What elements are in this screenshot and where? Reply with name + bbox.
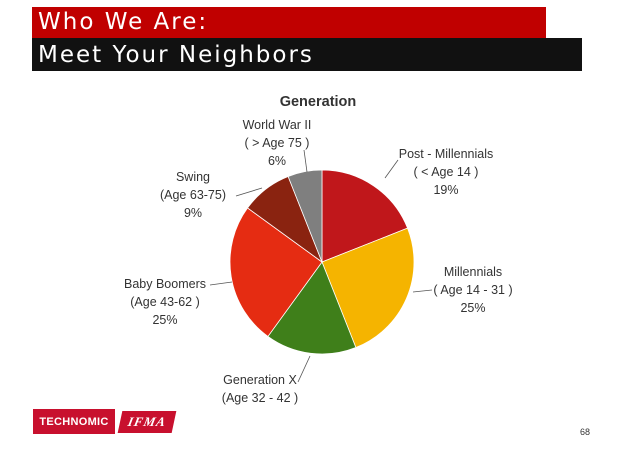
slice-label-percent: 9% xyxy=(184,206,202,220)
slice-label-percent: 25% xyxy=(460,301,485,315)
slice-label-name: Post - Millennials xyxy=(399,147,493,161)
page-number: 68 xyxy=(580,427,591,437)
leader-line xyxy=(303,149,308,173)
slice-label-range: ( > Age 75 ) xyxy=(245,136,310,150)
leader-line xyxy=(384,159,399,179)
slice-label-name: Generation X xyxy=(223,373,297,387)
title-bar-black xyxy=(32,38,582,71)
technomic-logo: TECHNOMIC xyxy=(33,409,115,434)
leader-line xyxy=(297,355,311,383)
chart-title: Generation xyxy=(280,94,357,110)
slice-label-name: Swing xyxy=(176,170,210,184)
generation-pie-chart: Generation Post - Millennials ( < Age 14 … xyxy=(124,94,513,410)
slice-label-percent: 19% xyxy=(433,183,458,197)
leader-line xyxy=(412,289,433,293)
leader-lines xyxy=(209,149,433,383)
title-bar-red xyxy=(32,7,546,38)
slice-label-range: ( < Age 14 ) xyxy=(414,165,479,179)
pie-slices xyxy=(229,169,415,355)
pie-slice-generation-x xyxy=(267,261,357,355)
slice-label-percent: 16% xyxy=(247,409,272,410)
slice-label-name: World War II xyxy=(243,118,312,132)
pie-slice-millennials xyxy=(321,227,415,349)
slice-label-percent: 6% xyxy=(268,154,286,168)
leader-line xyxy=(209,281,233,286)
slide-title-line2: Meet Your Neighbors xyxy=(38,42,314,68)
leader-line xyxy=(235,187,263,197)
pie-slice-baby-boomers xyxy=(229,207,323,337)
slice-label-name: Baby Boomers xyxy=(124,277,206,291)
slice-labels: Post - Millennials ( < Age 14 ) 19% Millenn… xyxy=(124,118,513,410)
slice-label-name: Millennials xyxy=(444,265,502,279)
pie-slice-world-war-ii xyxy=(287,169,323,263)
slice-label-range: (Age 32 - 42 ) xyxy=(222,391,298,405)
slide-title-line1: Who We Are: xyxy=(38,9,209,35)
ifma-logo: IFMA xyxy=(117,411,177,433)
slice-label-range: (Age 63-75) xyxy=(160,188,226,202)
slice-label-percent: 25% xyxy=(152,313,177,327)
slice-label-range: ( Age 14 - 31 ) xyxy=(433,283,512,297)
slice-label-range: (Age 43-62 ) xyxy=(130,295,199,309)
pie-slice-post-millennials xyxy=(321,169,409,263)
